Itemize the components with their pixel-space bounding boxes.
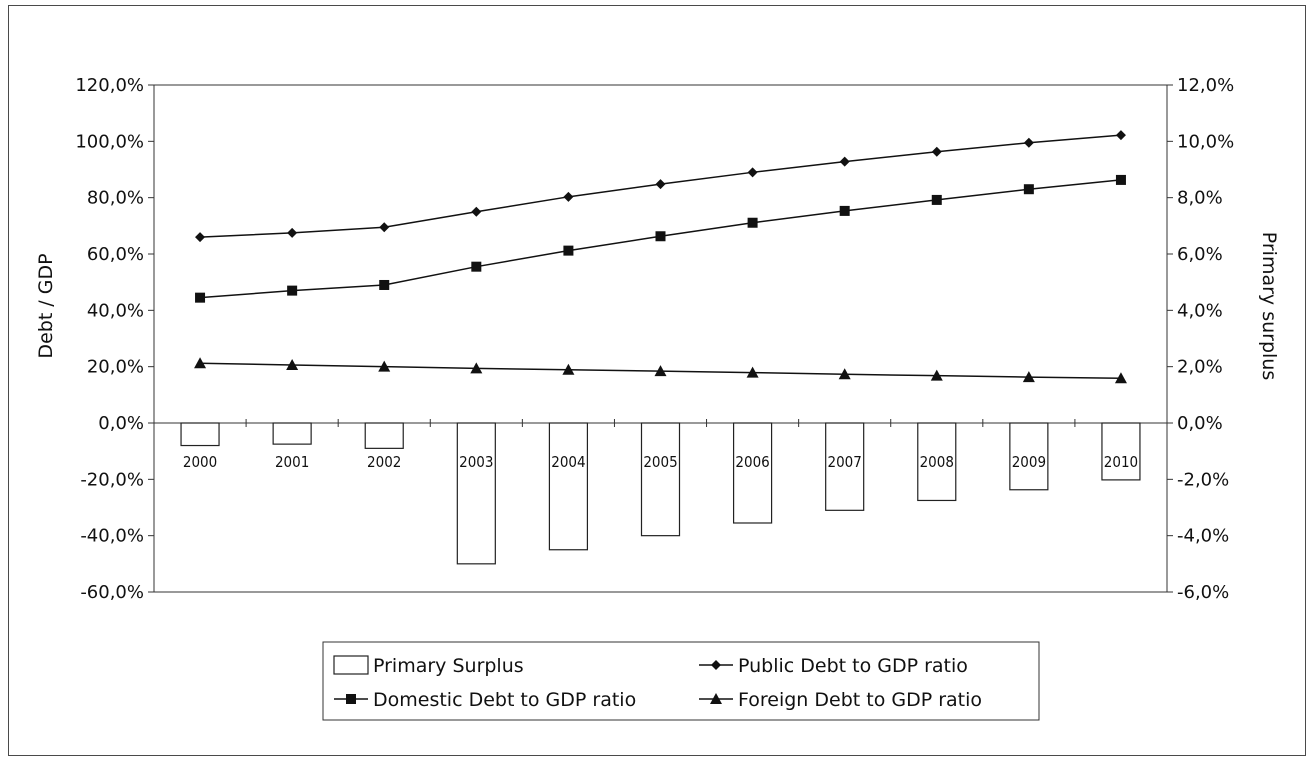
primary-surplus-bar <box>364 422 404 449</box>
series-point-diamond <box>195 232 206 243</box>
series-point-square <box>195 292 206 303</box>
series-point-diamond <box>287 227 298 238</box>
right-tick-label: -4,0% <box>1177 526 1229 547</box>
left-tick-label: 120,0% <box>75 75 144 96</box>
primary-surplus-bar <box>456 422 496 565</box>
primary-surplus-bar <box>180 422 220 447</box>
right-tick-label: 4,0% <box>1177 300 1223 321</box>
legend-bar-swatch <box>333 655 369 675</box>
primary-surplus-bar <box>732 422 773 524</box>
year-label: 2009 <box>1012 453 1046 471</box>
legend-label-primary-surplus: Primary Surplus <box>373 655 524 677</box>
right-tick-label: 10,0% <box>1177 131 1234 152</box>
series-point-diamond <box>471 206 482 217</box>
right-tick-label: -2,0% <box>1177 469 1229 490</box>
series-point-triangle <box>746 366 759 378</box>
series-point-triangle <box>286 358 299 370</box>
legend-marker-diamond <box>711 660 721 670</box>
right-axis-title: Primary surplus <box>1258 232 1280 381</box>
right-tick-label: 8,0% <box>1177 188 1223 209</box>
year-labels: 2000 2001 2002 2003 2004 2005 2006 2007 2008 2009… <box>183 453 1138 471</box>
right-y-axis: 12,0% 10,0% 8,0% 6,0% 4,0% 2,0% 0,0% -2,0% -4,0%… <box>1167 75 1234 603</box>
series-point-square <box>655 231 666 242</box>
series-point-diamond <box>563 191 574 202</box>
legend-marker-triangle <box>710 693 722 704</box>
left-tick-label: 40,0% <box>87 300 144 321</box>
left-tick-label: -20,0% <box>80 469 144 490</box>
left-y-axis: 120,0% 100,0% 80,0% 60,0% 40,0% 20,0% 0,0% -20,… <box>75 75 154 603</box>
primary-surplus-bar <box>917 422 957 502</box>
left-tick-label: 20,0% <box>87 357 144 378</box>
series-point-triangle <box>654 365 667 377</box>
year-label: 2007 <box>828 453 862 471</box>
series-point-square <box>471 261 482 272</box>
year-label: 2002 <box>367 453 401 471</box>
chart-frame: 120,0% 100,0% 80,0% 60,0% 40,0% 20,0% 0,0% -20,… <box>8 5 1306 756</box>
series-point-square <box>1115 174 1126 185</box>
legend-label-public-debt: Public Debt to GDP ratio <box>738 655 968 677</box>
legend-label-domestic-debt: Domestic Debt to GDP ratio <box>373 689 636 711</box>
series-point-square <box>931 194 942 205</box>
right-tick-label: 2,0% <box>1177 357 1223 378</box>
legend-marker-square <box>346 694 356 704</box>
left-tick-label: -60,0% <box>80 582 144 603</box>
series-point-square <box>563 245 574 256</box>
right-tick-label: 6,0% <box>1177 244 1223 265</box>
year-label: 2005 <box>643 453 677 471</box>
series-point-diamond <box>1023 137 1034 148</box>
year-label: 2008 <box>920 453 954 471</box>
year-label: 2000 <box>183 453 217 471</box>
series-point-triangle <box>562 363 575 375</box>
series-point-diamond <box>839 156 850 167</box>
lines-layer <box>194 130 1127 384</box>
year-label: 2001 <box>275 453 309 471</box>
primary-surplus-bar <box>1009 422 1049 491</box>
left-tick-label: 100,0% <box>75 131 144 152</box>
series-point-diamond <box>1115 130 1126 141</box>
primary-surplus-bar <box>548 422 589 551</box>
series-point-triangle <box>1022 371 1035 383</box>
plot-border <box>153 84 1168 593</box>
year-label: 2003 <box>459 453 493 471</box>
series-point-triangle <box>930 369 943 381</box>
series-point-square <box>287 285 298 296</box>
series-point-square <box>379 279 390 290</box>
series-point-square <box>747 217 758 228</box>
primary-surplus-bar <box>825 422 865 511</box>
bars-layer <box>180 422 1141 565</box>
series-point-square <box>1023 184 1034 195</box>
left-tick-label: 80,0% <box>87 188 144 209</box>
chart-svg: 120,0% 100,0% 80,0% 60,0% 40,0% 20,0% 0,0% -20,… <box>35 75 1280 721</box>
year-label: 2006 <box>735 453 769 471</box>
series-point-diamond <box>379 222 390 233</box>
series-point-diamond <box>655 179 666 190</box>
series-point-square <box>839 205 850 216</box>
primary-surplus-bar <box>272 422 312 445</box>
legend-box <box>322 641 1040 721</box>
year-label: 2010 <box>1104 453 1138 471</box>
series-point-triangle <box>194 357 207 369</box>
left-tick-label: 60,0% <box>87 244 144 265</box>
series-point-diamond <box>747 167 758 178</box>
series-point-triangle <box>378 360 391 372</box>
series-point-diamond <box>931 146 942 157</box>
primary-surplus-bar <box>640 422 681 537</box>
left-axis-title: Debt / GDP <box>35 253 57 358</box>
right-tick-label: 12,0% <box>1177 75 1234 96</box>
year-label: 2004 <box>551 453 585 471</box>
primary-surplus-bar <box>1101 422 1141 481</box>
series-point-triangle <box>838 368 851 380</box>
legend: Primary Surplus Public Debt to GDP ratio D… <box>322 641 1040 721</box>
left-tick-label: -40,0% <box>80 526 144 547</box>
legend-label-foreign-debt: Foreign Debt to GDP ratio <box>738 689 982 711</box>
right-tick-label: 0,0% <box>1177 413 1223 434</box>
right-tick-label: -6,0% <box>1177 582 1229 603</box>
left-tick-label: 0,0% <box>98 413 144 434</box>
series-point-triangle <box>1114 372 1127 384</box>
series-point-triangle <box>470 362 483 374</box>
